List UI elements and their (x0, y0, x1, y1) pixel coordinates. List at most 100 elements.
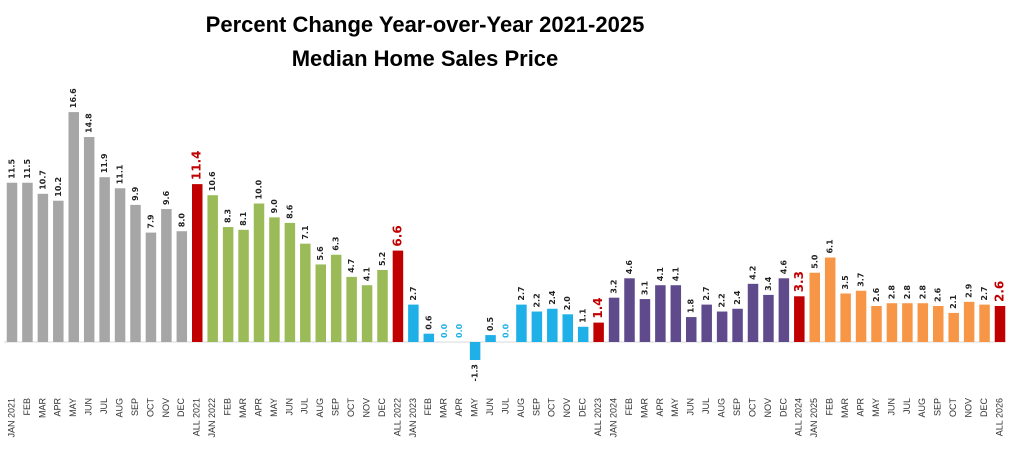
bar (83, 137, 95, 342)
value-label: 4.1 (363, 267, 372, 282)
x-tick-label: JUN (886, 398, 896, 416)
value-label: 4.1 (656, 267, 665, 282)
value-label: 4.6 (625, 260, 634, 275)
bar (192, 184, 203, 342)
bar (361, 285, 373, 342)
x-tick-label: NOV (161, 398, 171, 418)
value-label: 1.4 (591, 297, 605, 318)
value-label: 11.4 (190, 151, 204, 181)
value-label: 5.6 (316, 246, 325, 261)
x-tick-label: AUG (917, 398, 927, 418)
value-label: 0.0 (502, 323, 511, 338)
value-label: 0.6 (424, 315, 433, 330)
value-label: 7.1 (301, 225, 310, 240)
chart-title: Percent Change Year-over-Year 2021-2025 (206, 12, 645, 37)
value-label: 16.6 (69, 88, 78, 108)
bar (593, 322, 604, 342)
value-label: 3.4 (764, 276, 773, 291)
value-label: -1.3 (471, 364, 480, 382)
x-tick-label: AUG (717, 398, 727, 418)
bar (37, 193, 49, 342)
x-tick-label: AUG (516, 398, 526, 418)
value-label: 1.1 (579, 308, 588, 323)
x-tick-label: FEB (825, 398, 835, 416)
value-label: 8.1 (239, 211, 248, 226)
bar (855, 290, 867, 342)
x-tick-label: MAY (269, 398, 279, 417)
x-tick-label: MAR (37, 398, 47, 419)
x-tick-label: MAR (840, 398, 850, 419)
x-tick-label: OCT (948, 398, 958, 418)
bar (732, 308, 743, 342)
value-label: 3.2 (610, 280, 619, 294)
value-label: 1.8 (687, 298, 696, 313)
x-tick-label: OCT (747, 398, 757, 418)
bar (22, 182, 33, 342)
x-tick-label: SEP (531, 398, 541, 416)
bar (377, 269, 388, 342)
bar (670, 285, 682, 342)
value-label: 9.0 (270, 199, 279, 214)
value-label: 3.3 (792, 271, 806, 292)
x-tick-label: MAR (439, 398, 449, 419)
value-label: 0.0 (440, 323, 449, 338)
value-label: 5.0 (810, 254, 819, 269)
bar (253, 203, 265, 342)
x-tick-label: MAR (639, 398, 649, 419)
chart-subtitle: Median Home Sales Price (292, 46, 559, 71)
bar (547, 308, 558, 342)
bar (516, 304, 527, 342)
value-label: 2.7 (702, 286, 711, 300)
bar (824, 257, 836, 342)
x-tick-label: DEC (176, 398, 186, 418)
value-label: 8.3 (224, 209, 233, 223)
x-tick-label: APR (53, 398, 63, 417)
bar (608, 297, 620, 342)
x-tick-label: DEC (778, 398, 788, 418)
bar (716, 311, 728, 342)
value-label: 10.2 (54, 177, 63, 197)
x-tick-label: FEB (423, 398, 433, 416)
value-label: 10.0 (255, 179, 264, 199)
value-label: 2.0 (563, 296, 572, 311)
bar (994, 305, 1006, 342)
x-tick-label: APR (855, 398, 865, 417)
x-tick-label: NOV (361, 398, 371, 418)
x-tick-label: FEB (22, 398, 32, 416)
bar (979, 304, 990, 342)
value-label: 2.7 (409, 286, 418, 300)
bar (99, 177, 110, 342)
bar (840, 293, 851, 342)
bar (269, 217, 280, 342)
x-tick-label: JUL (701, 398, 711, 414)
value-label: 3.1 (640, 280, 649, 295)
value-label: 6.1 (826, 239, 835, 254)
x-tick-label: ALL 2023 (593, 398, 603, 436)
x-tick-label: JUN (84, 398, 94, 416)
x-tick-label: MAY (871, 398, 881, 417)
bar (794, 296, 805, 342)
x-tick-label: AUG (114, 398, 124, 418)
bar (423, 333, 435, 342)
bar (917, 303, 929, 342)
value-label: 2.8 (918, 285, 927, 300)
value-label: 4.7 (347, 259, 356, 273)
x-tick-label: JAN 2022 (207, 398, 217, 438)
x-tick-label: SEP (933, 398, 943, 416)
value-label: 7.9 (146, 214, 155, 229)
bar (238, 229, 249, 342)
value-label: 0.5 (486, 316, 495, 331)
value-label: 4.1 (671, 267, 680, 282)
x-tick-label: JUL (99, 398, 109, 414)
bar (130, 204, 141, 342)
x-tick-label: APR (655, 398, 665, 417)
bar (222, 227, 234, 342)
x-tick-label: OCT (547, 398, 557, 418)
bar (114, 188, 126, 342)
bar (577, 326, 589, 342)
bar (284, 222, 296, 342)
x-tick-label: JUL (300, 398, 310, 414)
bar (778, 278, 790, 342)
x-tick-label: APR (253, 398, 263, 417)
